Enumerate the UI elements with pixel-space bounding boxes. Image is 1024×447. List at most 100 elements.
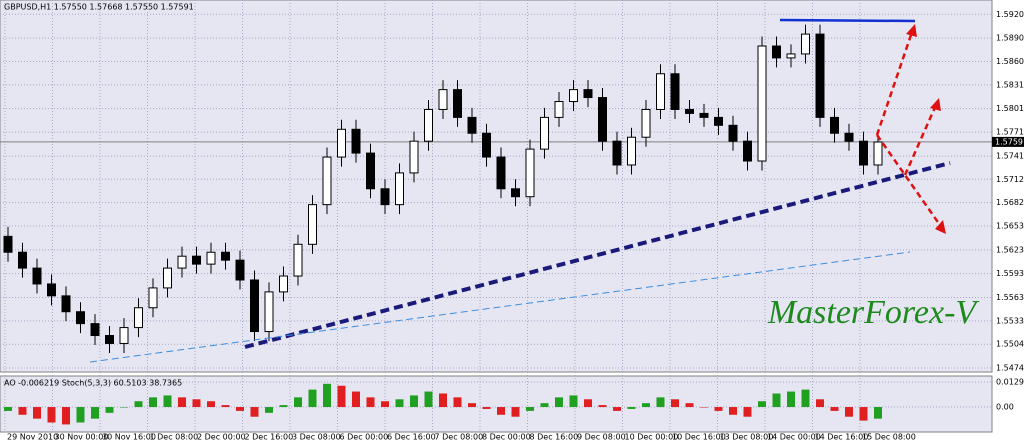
candle-body [163, 267, 172, 289]
candle-body [453, 89, 462, 118]
candle-body [815, 33, 825, 118]
ao-bar [192, 399, 201, 408]
x-tick-label: 10 Dec 00:00 [625, 433, 679, 442]
ao-bar [453, 397, 462, 408]
x-tick-label: 2 Dec 00:00 [197, 433, 246, 442]
candle-body [554, 101, 564, 118]
candle-body [264, 291, 274, 333]
candle-body [206, 251, 216, 265]
candle-body [728, 124, 738, 142]
candle-body [293, 243, 303, 277]
ao-bar [729, 407, 737, 415]
candle-body [105, 335, 114, 344]
candle-body [279, 275, 288, 293]
candle-body [511, 188, 520, 198]
ao-bar [308, 389, 317, 408]
ao-bar [511, 407, 520, 417]
candle-body [221, 251, 230, 261]
ao-bar [874, 407, 882, 419]
x-tick-label: 8 Dec 00:00 [482, 433, 531, 442]
candle-body [467, 116, 477, 134]
y-tick-label: 1.55630 [996, 293, 1024, 302]
x-tick-label: 2 Dec 16:00 [245, 433, 294, 442]
ao-bar [700, 407, 708, 408]
candle-body [366, 152, 375, 190]
candle-body [61, 295, 71, 313]
ao-bar [685, 403, 694, 408]
ao-bar [671, 399, 679, 408]
ao-bar [758, 401, 766, 408]
ao-bar [352, 391, 360, 408]
y-tick-label: 1.58900 [996, 34, 1024, 43]
arrow-heads [906, 24, 946, 234]
candle-body [424, 108, 433, 142]
ao-bar [743, 407, 752, 417]
support-trendline [244, 161, 951, 349]
x-tick-label: 13 Dec 08:00 [720, 433, 774, 442]
ao-bar [323, 383, 331, 408]
y-tick-label: 1.55335 [996, 316, 1024, 325]
candle-body [380, 188, 390, 206]
y-tick-label: 1.58010 [996, 104, 1024, 113]
x-tick-label: 6 Dec 00:00 [340, 433, 389, 442]
candle-body [583, 89, 593, 99]
candle-body [699, 112, 709, 118]
x-tick-label: 1 Dec 08:00 [150, 433, 199, 442]
x-tick-label: 29 Nov 2010 [7, 433, 58, 442]
ao-bar [134, 401, 143, 408]
x-tick-label: 10 Dec 16:00 [672, 433, 726, 442]
ao-bar [337, 385, 346, 408]
ao-bar [424, 391, 433, 408]
ao-bar [76, 407, 85, 423]
x-tick-label: 15 Dec 08:00 [862, 433, 916, 442]
y-tick-label: 1.55930 [996, 269, 1024, 278]
marks [0, 24, 992, 425]
ao-bar [221, 405, 230, 408]
candle-body [525, 148, 535, 198]
y-tick-label: 1.58605 [996, 57, 1024, 66]
ao-bar [714, 407, 723, 411]
x-tick-label: 14 Dec 00:00 [767, 433, 821, 442]
ao-bar [105, 407, 114, 413]
ao-bar [540, 403, 549, 408]
ao-bar [772, 393, 781, 408]
candle-body [569, 89, 578, 103]
candle-body [337, 128, 346, 158]
candle-body [873, 141, 883, 166]
candle-body [786, 53, 796, 59]
candle-body [76, 311, 85, 325]
ao-bar [816, 399, 824, 408]
candle-body [409, 140, 419, 174]
ao-bar [120, 407, 128, 408]
candle-body [772, 45, 781, 59]
candle-body [801, 33, 810, 55]
ao-bar [207, 401, 215, 408]
x-tick-label: 30 Nov 00:00 [55, 433, 109, 442]
ao-bar [4, 407, 12, 411]
candle-body [743, 140, 752, 162]
candle-body [714, 116, 723, 126]
ao-bar [526, 407, 534, 411]
ao-bar [497, 407, 505, 415]
candle-body [395, 172, 404, 206]
candle-body [47, 283, 56, 297]
indicator-tick-label: 0.012925 [996, 378, 1024, 387]
candle-body [119, 327, 129, 344]
ao-bar [439, 393, 447, 408]
candle-body [90, 323, 100, 337]
x-tick-label: 8 Dec 16:00 [530, 433, 579, 442]
current-price-label: 1.57591 [995, 137, 1024, 146]
y-tick-label: 1.56530 [996, 222, 1024, 231]
channel-line [89, 251, 911, 363]
candle-body [830, 116, 839, 134]
grid [0, 0, 992, 432]
y-tick-label: 1.56230 [996, 245, 1024, 254]
y-tick-label: 1.55040 [996, 340, 1024, 349]
candle-body [598, 97, 607, 142]
candle-body [496, 156, 506, 190]
ao-bar [149, 397, 157, 408]
ao-bar [33, 407, 41, 419]
ao-bar [859, 407, 868, 421]
ao-bar [787, 391, 795, 408]
x-tick-label: 3 Dec 08:00 [292, 433, 341, 442]
